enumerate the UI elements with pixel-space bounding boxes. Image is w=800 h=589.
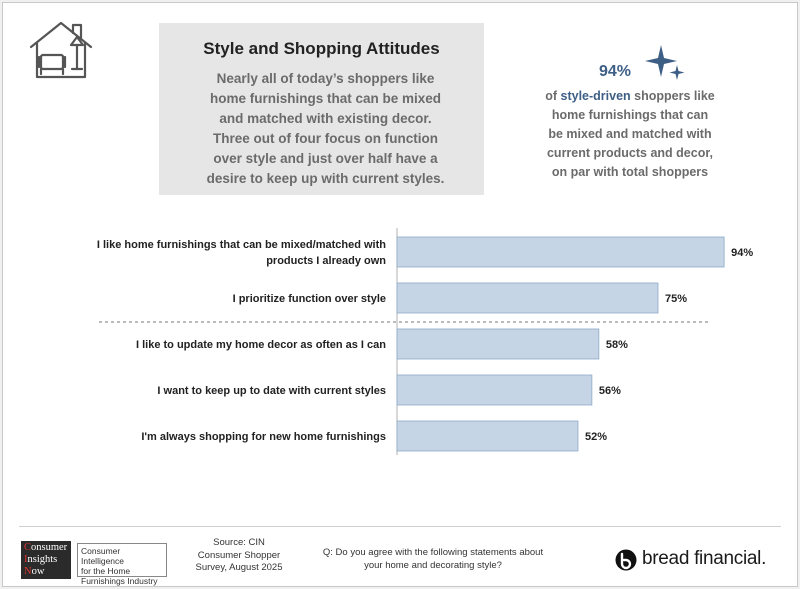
callout-line: of style-driven shoppers like [515, 87, 745, 106]
source-note: Source: CIN Consumer Shopper Survey, Aug… [179, 537, 299, 575]
bar [396, 236, 725, 268]
callout-text: of style-driven shoppers like home furni… [515, 87, 745, 182]
info-line: home furnishings that can be mixed [209, 91, 442, 106]
category-label: I like home furnishings that can be mixe… [97, 239, 386, 251]
logo-word: Consumer [24, 542, 68, 553]
sparkle-icon [645, 45, 685, 80]
bar-value-label: 58% [606, 339, 628, 351]
callout-line: be mixed and matched with [548, 127, 712, 141]
bread-financial-logo-text: bread financial. [642, 548, 766, 570]
question-line: your home and decorating style? [364, 559, 502, 571]
info-line: desire to keep up with current styles. [206, 171, 445, 186]
bar [396, 420, 579, 452]
bar [396, 374, 593, 406]
source-line: Source: CIN [213, 537, 265, 548]
bar-value-label: 56% [599, 385, 621, 397]
logo-word-rest: nsights [27, 554, 58, 565]
source-line: Survey, August 2025 [195, 562, 283, 573]
callout-prefix: of [545, 89, 561, 103]
category-label: I'm always shopping for new home furnish… [141, 431, 386, 443]
info-line: over style and just over half have a [213, 151, 438, 166]
category-label: I prioritize function over style [233, 293, 386, 305]
logo-word: Now [24, 566, 45, 577]
info-box: Style and Shopping Attitudes Nearly all … [159, 23, 484, 195]
info-line: and matched with existing decor. [219, 111, 432, 126]
callout-suffix: shoppers like [630, 89, 715, 103]
bar [396, 328, 600, 360]
info-line: Nearly all of today’s shoppers like [216, 71, 435, 86]
brand-name: bread financial [642, 548, 762, 569]
logo-word-rest: onsumer [31, 542, 68, 553]
bar-value-label: 52% [585, 431, 607, 443]
callout-percent: 94% [599, 63, 632, 80]
tagline-line: Consumer Intelligence [81, 546, 125, 566]
question-line: Q: Do you agree with the following state… [322, 547, 544, 558]
callout-line: home furnishings that can [551, 108, 709, 122]
logo-word: Insights [24, 554, 58, 565]
info-text: Nearly all of today’s shoppers like home… [189, 69, 462, 189]
bar [396, 282, 659, 314]
logo-word-rest: ow [31, 566, 45, 577]
callout-line: current products and decor, [546, 146, 713, 160]
bar-value-label: 75% [665, 293, 687, 305]
info-line: Three out of four focus on function [213, 131, 438, 146]
source-line: Consumer Shopper [197, 549, 281, 561]
callout-line: on par with total shoppers [551, 165, 709, 179]
category-label: I like to update my home decor as often … [136, 339, 386, 351]
bar-chart: 94% I like home furnishings that can be m… [97, 228, 753, 455]
tagline-line: for the Home [81, 566, 131, 576]
home-furnishings-icon [29, 21, 93, 79]
category-label: products I already own [266, 255, 386, 267]
info-title: Style and Shopping Attitudes [203, 39, 440, 58]
cin-tagline: Consumer Intelligence for the Home Furni… [77, 543, 167, 586]
tagline-line: Furnishings Industry [81, 576, 158, 586]
brand-mark: . [761, 548, 767, 569]
survey-question: Q: Do you agree with the following state… [303, 547, 563, 572]
bread-financial-logo-icon [615, 549, 637, 571]
footer-divider [19, 526, 781, 527]
category-label: I want to keep up to date with current s… [157, 385, 386, 397]
bar-value-label: 94% [731, 247, 753, 259]
callout-highlight: style-driven [560, 89, 631, 103]
cin-logo: Consumer Insights Now [21, 541, 71, 579]
